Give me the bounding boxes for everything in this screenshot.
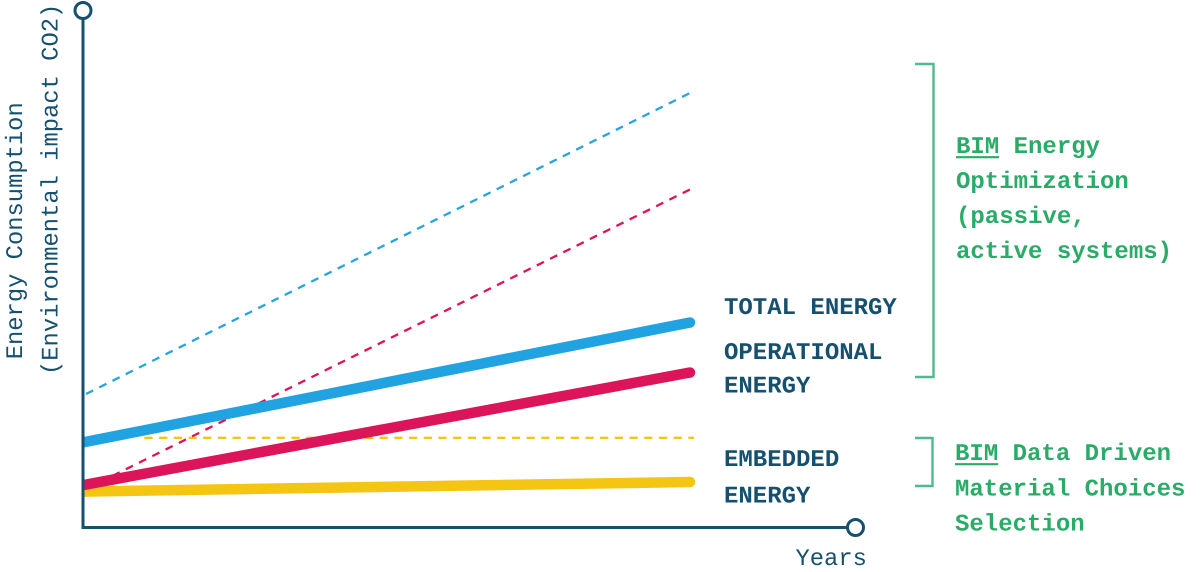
svg-text:Selection: Selection — [955, 512, 1085, 539]
svg-text:ENERGY: ENERGY — [724, 484, 811, 511]
svg-text:TOTAL ENERGY: TOTAL ENERGY — [724, 295, 897, 322]
svg-text:OPERATIONAL: OPERATIONAL — [724, 340, 882, 367]
svg-text:(Environmental impact CO2): (Environmental impact CO2) — [39, 4, 66, 375]
svg-text:ENERGY: ENERGY — [724, 373, 811, 400]
svg-text:Energy Consumption: Energy Consumption — [3, 102, 30, 359]
svg-text:EMBEDDED: EMBEDDED — [724, 447, 839, 474]
svg-text:(passive,: (passive, — [956, 204, 1086, 231]
svg-text:active systems): active systems) — [956, 239, 1172, 266]
svg-text:Years: Years — [796, 546, 867, 572]
svg-text:Optimization: Optimization — [956, 169, 1129, 196]
svg-text:Material Choices: Material Choices — [955, 477, 1185, 504]
